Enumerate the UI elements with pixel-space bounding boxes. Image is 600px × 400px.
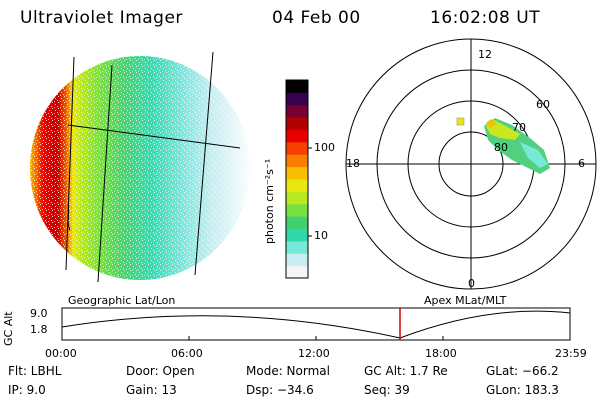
colorbar-segment <box>286 265 308 279</box>
timeline-x-tick: 06:00 <box>171 347 203 360</box>
colorbar-segment <box>286 191 308 205</box>
colorbar-tick-100: 100 <box>314 141 335 154</box>
colorbar-segment <box>286 92 308 106</box>
colorbar-frame <box>285 79 309 279</box>
timeline-y-tick-max: 9.0 <box>30 307 48 320</box>
mlt-label-0: 0 <box>468 277 475 290</box>
timeline-x-tick: 12:00 <box>298 347 330 360</box>
mode-value: Mode: Normal <box>246 364 330 378</box>
colorbar-segment <box>286 179 308 192</box>
ip-value: IP: 9.0 <box>8 383 46 397</box>
colorbar-segment <box>286 240 308 254</box>
mlat-label-60: 60 <box>536 98 550 111</box>
colorbar-segment <box>286 129 308 143</box>
colorbar-segment <box>286 104 308 118</box>
timeline-y-tick-min: 1.8 <box>30 323 48 336</box>
colorbar-segment <box>286 203 308 217</box>
colorbar-segment <box>286 80 308 93</box>
mlt-label-6: 6 <box>578 157 585 170</box>
colorbar-segment <box>286 228 308 242</box>
mlat-label-80: 80 <box>494 141 508 154</box>
colorbar-segment <box>286 117 308 130</box>
colorbar-segment <box>286 166 308 180</box>
mlat-label-70: 70 <box>512 121 526 134</box>
timeline-frame <box>61 307 571 341</box>
mlt-label-18: 18 <box>346 157 360 170</box>
geographic-grid <box>65 51 241 283</box>
auroral-oval <box>456 117 550 174</box>
gc-alt-value: GC Alt: 1.7 Re <box>364 364 448 378</box>
glon-value: GLon: 183.3 <box>486 383 559 397</box>
seq-value: Seq: 39 <box>364 383 410 397</box>
colorbar-segment <box>286 141 308 155</box>
colorbar-segment <box>286 216 308 229</box>
gain-value: Gain: 13 <box>126 383 177 397</box>
dsp-value: Dsp: −34.6 <box>246 383 314 397</box>
altitude-curve <box>61 310 571 339</box>
date-label: 04 Feb 00 <box>272 8 361 28</box>
left-panel-caption: Geographic Lat/Lon <box>68 294 176 307</box>
glat-value: GLat: −66.2 <box>486 364 559 378</box>
timeline-x-tick: 18:00 <box>425 347 457 360</box>
timeline-x-tick: 23:59 <box>555 347 587 360</box>
timeline-x-tick: 00:00 <box>45 347 77 360</box>
door-value: Door: Open <box>126 364 195 378</box>
polar-plot-caption: Apex MLat/MLT <box>424 294 507 307</box>
app-title: Ultraviolet Imager <box>20 8 183 28</box>
colorbar-tick-10: 10 <box>314 229 328 242</box>
time-label: 16:02:08 UT <box>430 8 541 28</box>
colorbar-segment <box>286 154 308 168</box>
filter-value: Flt: LBHL <box>8 364 62 378</box>
colorbar-segment <box>286 253 308 267</box>
timeline-y-axis-label: GC Alt <box>2 311 15 346</box>
mlt-label-12: 12 <box>478 48 492 61</box>
